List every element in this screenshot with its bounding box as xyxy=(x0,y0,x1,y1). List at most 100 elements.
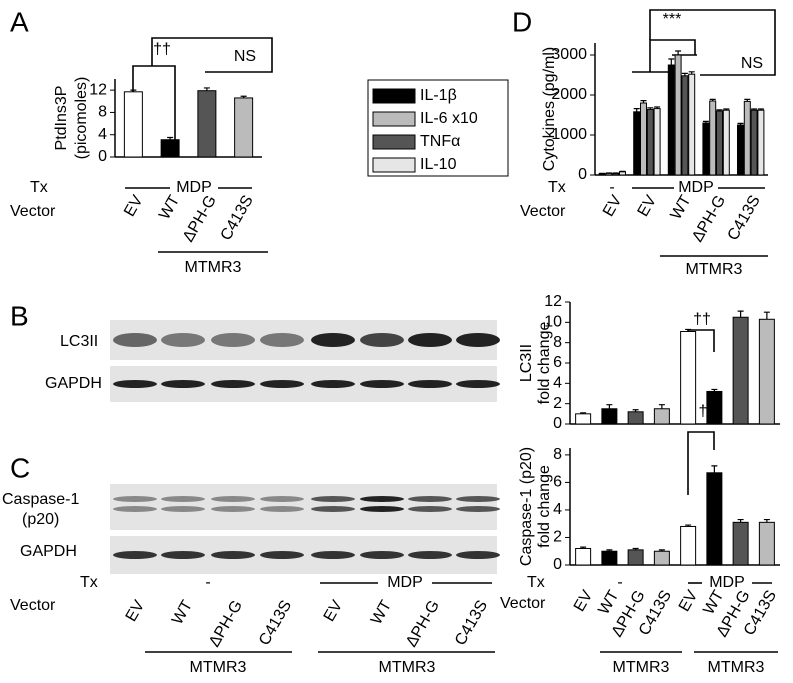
bar xyxy=(612,172,620,176)
error-bar xyxy=(751,108,758,111)
bar xyxy=(197,90,217,158)
panel-letter: A xyxy=(10,6,29,37)
blot-band xyxy=(311,496,355,502)
legend-swatch xyxy=(372,134,416,150)
x-tick-label: EV xyxy=(571,587,597,614)
row-label: Vector xyxy=(10,203,56,220)
bar xyxy=(601,550,618,566)
error-bar xyxy=(668,58,675,65)
blot-band xyxy=(311,506,355,512)
panel-letter: B xyxy=(10,300,29,331)
x-tick-label: ΔPH-G xyxy=(180,193,220,245)
bar xyxy=(758,318,775,425)
lane-label: WT xyxy=(169,597,196,627)
error-bar xyxy=(606,404,613,409)
group-label: MTMR3 xyxy=(686,261,743,278)
annotation: NS xyxy=(234,48,256,65)
y-tick-label: 12 xyxy=(544,293,562,310)
bar xyxy=(234,97,254,158)
error-bar xyxy=(757,108,764,111)
blot-band xyxy=(211,496,255,502)
blot-band xyxy=(113,380,157,388)
error-bar xyxy=(167,136,174,140)
treatment-label: MDP xyxy=(709,574,745,591)
error-bar xyxy=(632,409,639,412)
blot-band xyxy=(113,496,157,502)
bar xyxy=(653,550,670,566)
bracket xyxy=(151,37,273,73)
row-label: Tx xyxy=(548,179,566,196)
blot-band xyxy=(456,551,500,559)
blot-band xyxy=(113,551,157,559)
bar xyxy=(732,521,749,566)
bar xyxy=(688,73,696,176)
panel-letter: C xyxy=(10,452,30,483)
y-axis-label: (picomoles) xyxy=(73,77,90,160)
blot-band xyxy=(260,506,304,512)
bar xyxy=(640,102,647,176)
lane-label: C413S xyxy=(256,598,295,649)
bar xyxy=(601,408,618,425)
error-bar xyxy=(606,549,613,552)
x-tick-label: C413S xyxy=(218,193,257,244)
blot-band xyxy=(311,380,355,388)
blot-band xyxy=(211,551,255,559)
bar xyxy=(702,122,710,176)
row-label: Tx xyxy=(527,574,545,591)
blot-band xyxy=(408,380,452,388)
x-tick-label: EV xyxy=(635,192,661,219)
x-tick-label: EV xyxy=(676,587,702,614)
treatment-label: - xyxy=(609,179,614,196)
blot-band xyxy=(311,333,355,347)
legend-swatch xyxy=(372,111,416,127)
annotation: †† xyxy=(693,311,711,328)
y-tick-label: 2000 xyxy=(551,86,587,103)
bar xyxy=(758,521,775,566)
lane-label: EV xyxy=(123,597,149,624)
bar xyxy=(680,330,697,425)
y-tick-label: 4 xyxy=(553,501,562,518)
error-bar xyxy=(685,524,692,527)
y-axis-label: fold change xyxy=(536,322,553,405)
blot-band xyxy=(360,380,404,388)
annotation: † xyxy=(699,403,708,420)
group-label: MTMR3 xyxy=(708,659,765,676)
x-tick-label: C413S xyxy=(725,193,764,244)
y-tick-label: 2 xyxy=(553,395,562,412)
error-bar xyxy=(240,95,247,98)
error-bar xyxy=(716,109,723,111)
annotation: NS xyxy=(741,55,763,72)
x-tick-label: ΔPH-G xyxy=(689,193,729,245)
error-bar xyxy=(654,106,661,109)
blot-band xyxy=(456,380,500,388)
bar xyxy=(709,100,717,176)
bar xyxy=(633,111,641,176)
bar xyxy=(605,172,613,176)
treatment-label: MDP xyxy=(387,574,423,591)
blot-row-label: GAPDH xyxy=(45,375,102,392)
x-tick-label: WT xyxy=(667,192,694,222)
blot-band xyxy=(161,496,205,502)
bracket xyxy=(649,9,776,76)
y-tick-label: 0 xyxy=(553,556,562,573)
row-label: Tx xyxy=(80,574,98,591)
y-axis-label: fold change xyxy=(536,465,553,548)
x-tick-label: EV xyxy=(121,192,147,219)
blot-row-label: GAPDH xyxy=(20,543,77,560)
blot-band xyxy=(161,506,205,512)
blot-band xyxy=(360,506,404,512)
bracket xyxy=(132,65,176,142)
row-label: Tx xyxy=(30,179,48,196)
error-bar xyxy=(763,311,770,320)
blot-band xyxy=(161,380,205,388)
treatment-label: - xyxy=(205,574,210,591)
error-bar xyxy=(688,71,695,75)
blot-row-label: Caspase-1 xyxy=(2,491,79,508)
blot-row-label: (p20) xyxy=(22,511,59,528)
legend-label: IL-10 xyxy=(420,156,457,173)
blot-band xyxy=(260,551,304,559)
y-axis-label: Caspase-1 (p20) xyxy=(518,447,535,566)
error-bar xyxy=(647,107,654,110)
bar xyxy=(757,109,765,176)
error-bar xyxy=(632,547,639,550)
